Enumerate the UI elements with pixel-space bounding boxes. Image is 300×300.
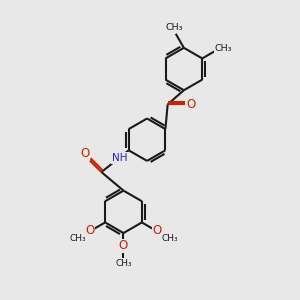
Text: O: O (187, 98, 196, 111)
Text: CH₃: CH₃ (115, 259, 132, 268)
Text: NH: NH (112, 153, 127, 163)
Text: CH₃: CH₃ (215, 44, 232, 53)
Text: O: O (80, 147, 89, 160)
Text: CH₃: CH₃ (161, 234, 178, 243)
Text: O: O (85, 224, 94, 237)
Text: CH₃: CH₃ (166, 23, 183, 32)
Text: CH₃: CH₃ (69, 234, 86, 243)
Text: O: O (119, 239, 128, 253)
Text: O: O (152, 224, 162, 237)
